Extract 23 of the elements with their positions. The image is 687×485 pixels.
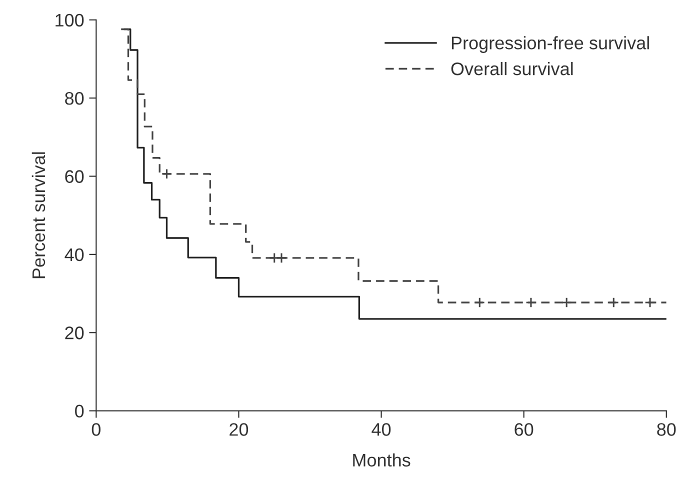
y-tick-label: 0 (75, 404, 84, 418)
y-tick-label: 60 (65, 170, 84, 183)
y-tick-label: 40 (64, 248, 84, 262)
point (561, 297, 572, 308)
legend-label: Progression-free survival (452, 36, 649, 53)
point (268, 252, 280, 264)
x-tick-label: 40 (372, 423, 391, 436)
y-axis-title: Percent survival (32, 152, 46, 278)
x-tick-label: 20 (230, 423, 248, 436)
point (474, 297, 486, 308)
x-tick-label: 60 (514, 423, 534, 436)
point (644, 297, 656, 308)
x-tick-label: 0 (92, 423, 100, 436)
legend-label: Overall survival (451, 62, 573, 76)
y-tick-label: 100 (56, 14, 84, 27)
point (526, 297, 536, 308)
x-tick-label: 80 (657, 423, 676, 436)
y-tick-label: 80 (65, 92, 84, 105)
point (608, 297, 620, 308)
point (276, 252, 287, 264)
y-tick-label: 20 (65, 326, 84, 340)
x-axis-title: Months (353, 453, 410, 467)
point (161, 168, 172, 180)
